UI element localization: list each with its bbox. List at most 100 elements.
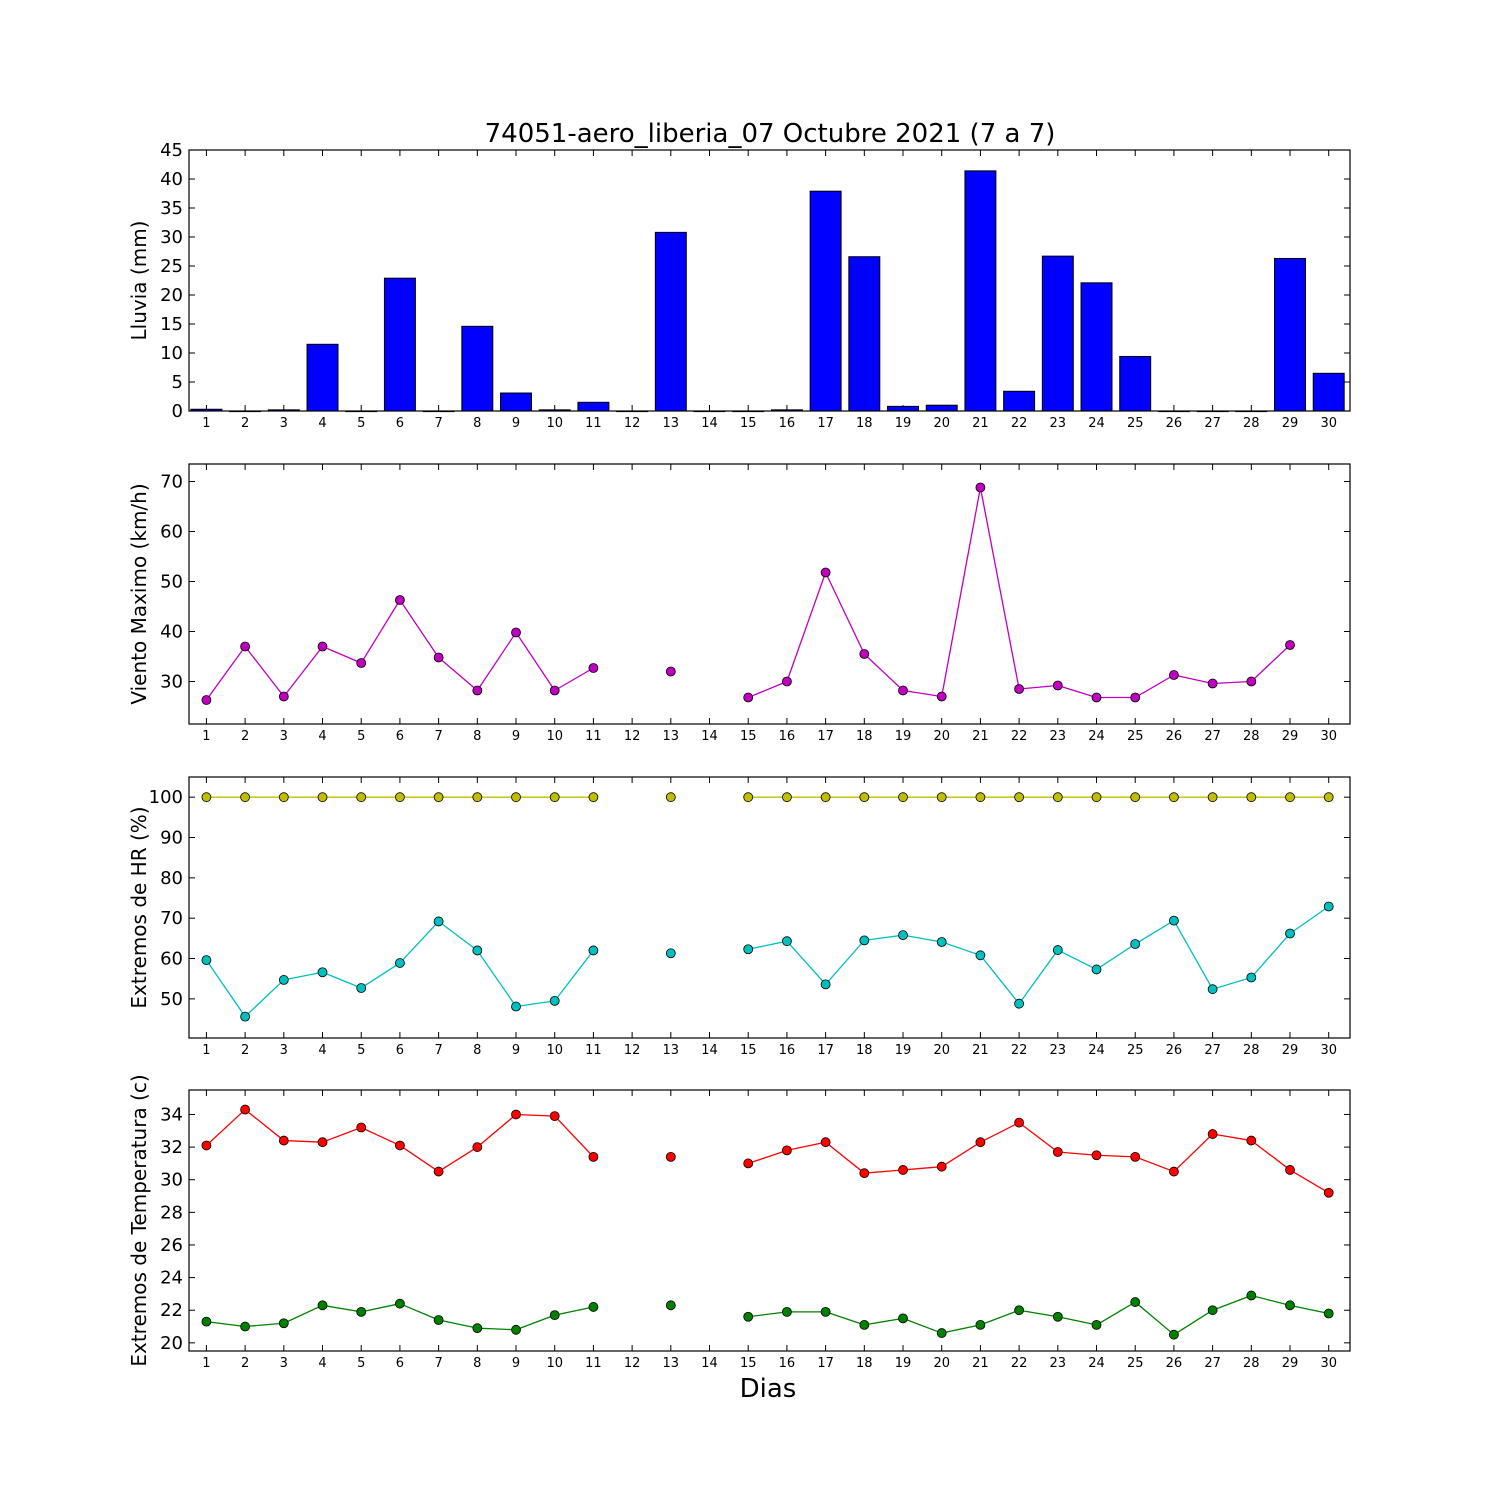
viento-series-0-segment [360,599,401,664]
lluvia-xtick-label: 20 [933,416,950,431]
lluvia-xtick-label: 3 [280,416,288,431]
viento-xtick-label: 29 [1282,729,1299,744]
lluvia-xtick-label: 2 [241,416,249,431]
lluvia-xtick-label: 22 [1011,416,1028,431]
humedad-xtick-label: 6 [396,1043,404,1058]
temperatura-series-1-point-day-25 [1130,1297,1141,1307]
viento-series-0-point-day-25 [1130,692,1141,703]
viento-series-0-segment [476,632,517,691]
humedad-series-0-point-day-19 [898,792,908,803]
lluvia-xtick-label: 12 [624,416,641,431]
temperatura-series-1-point-day-13 [665,1300,676,1311]
humedad-xtick-label: 1 [202,1043,210,1058]
viento-ytick-label: 60 [160,522,183,543]
humedad-series-1-segment [786,940,827,985]
temperatura-series-1-point-day-6 [395,1298,405,1309]
humedad-ytick-label: 100 [149,787,183,808]
humedad-series-0-point-day-29 [1285,792,1295,803]
temperatura-series-0-point-day-2 [240,1104,251,1115]
temperatura-series-0-point-day-11 [588,1151,599,1162]
humedad-series-0-point-day-11 [588,792,599,803]
humedad-series-1-point-day-4 [317,967,328,978]
viento-ytick-label: 70 [160,472,183,493]
temperatura-xtick-label: 25 [1127,1356,1144,1371]
lluvia-xtick-label: 1 [202,416,210,431]
viento-series-0-point-day-15 [743,692,754,703]
humedad-series-1-segment [438,920,478,951]
temperatura-series-0-point-day-30 [1323,1187,1334,1198]
viento-series-0-point-day-22 [1014,684,1025,694]
temperatura-series-0-segment [1250,1140,1291,1171]
temperatura-xtick-label: 14 [701,1356,718,1371]
lluvia-xtick-label: 10 [546,416,563,431]
temperatura-series-0-segment [283,1139,323,1143]
lluvia-bar-day-20 [925,404,958,412]
lluvia-xtick-label: 29 [1282,416,1299,431]
temperatura-series-0-segment [786,1141,826,1151]
temperatura-series-0-segment [399,1144,439,1173]
temperatura-series-0-segment [748,1149,788,1165]
viento-ytick-label: 50 [160,572,183,593]
temperatura-xtick-label: 23 [1050,1356,1067,1371]
humedad-series-1-segment [554,950,594,1002]
temperatura-y-axis-label: Extremos de Temperatura (c) [127,1074,151,1366]
temperatura-series-1-segment [980,1309,1020,1326]
humedad-series-1-segment [205,959,246,1017]
temperatura-series-0-segment [322,1126,362,1143]
humedad-series-1-point-day-19 [898,930,908,941]
temperatura-xtick-label: 18 [856,1356,873,1371]
lluvia-bar-day-29 [1274,257,1306,412]
temperatura-series-0-point-day-23 [1052,1147,1063,1157]
temperatura-xtick-label: 15 [740,1356,757,1371]
temperatura-series-1-point-day-18 [859,1320,870,1330]
lluvia-xtick-label: 5 [357,416,365,431]
temperatura-series-1-segment [322,1304,362,1313]
temperatura-series-1-segment [941,1324,981,1334]
temperatura-series-1-point-day-21 [975,1320,986,1330]
temperatura-series-1-point-day-17 [820,1306,831,1317]
viento-xtick-label: 1 [202,729,210,744]
temperatura-series-1-point-day-22 [1014,1305,1025,1316]
viento-xtick-label: 25 [1127,729,1144,744]
temperatura-xtick-label: 5 [357,1356,365,1371]
temperatura-series-1-segment [1212,1294,1252,1311]
lluvia-bar-day-30 [1312,372,1345,412]
humedad-series-1-segment [1289,905,1330,935]
viento-ytick-label: 40 [160,622,183,643]
viento-series-0-segment [554,667,594,692]
temperatura-series-1-point-day-9 [511,1324,521,1335]
temperatura-axes-frame [188,1089,1351,1352]
temperatura-xtick-label: 4 [318,1356,326,1371]
humedad-series-0-point-day-6 [395,792,405,803]
humedad-series-1-point-day-17 [820,979,831,990]
viento-xtick-label: 10 [546,729,563,744]
temperatura-series-0-point-day-26 [1169,1166,1179,1177]
humedad-xtick-label: 7 [434,1043,442,1058]
lluvia-bar-day-13 [654,231,687,412]
humedad-series-1-point-day-22 [1014,998,1025,1009]
temperatura-xtick-label: 9 [512,1356,520,1371]
temperatura-series-1-segment [515,1314,555,1331]
viento-series-0-segment [1019,684,1058,690]
humedad-series-0-point-day-13 [665,792,676,803]
temperatura-series-1-point-day-3 [278,1318,289,1329]
temperatura-series-1-segment [825,1311,865,1326]
temperatura-series-1-segment [245,1322,284,1328]
humedad-ytick-label: 90 [160,828,183,849]
temperatura-series-0-segment [902,1166,942,1171]
temperatura-series-0-point-day-13 [665,1151,676,1162]
temperatura-series-0-segment [554,1115,594,1158]
viento-xtick-label: 6 [396,729,404,744]
humedad-ytick-label: 80 [160,868,183,889]
viento-xtick-label: 5 [357,729,365,744]
viento-xtick-label: 23 [1050,729,1067,744]
viento-series-0-point-day-13 [665,666,676,677]
viento-y-axis-label: Viento Maximo (km/h) [127,483,151,704]
viento-xtick-label: 17 [817,729,834,744]
humedad-y-axis-label: Extremos de HR (%) [127,806,151,1008]
lluvia-xtick-label: 8 [473,416,481,431]
lluvia-xtick-label: 6 [396,416,404,431]
temperatura-series-1-point-day-5 [356,1306,367,1317]
temperatura-xtick-label: 13 [663,1356,680,1371]
humedad-series-0-point-day-18 [859,792,870,803]
